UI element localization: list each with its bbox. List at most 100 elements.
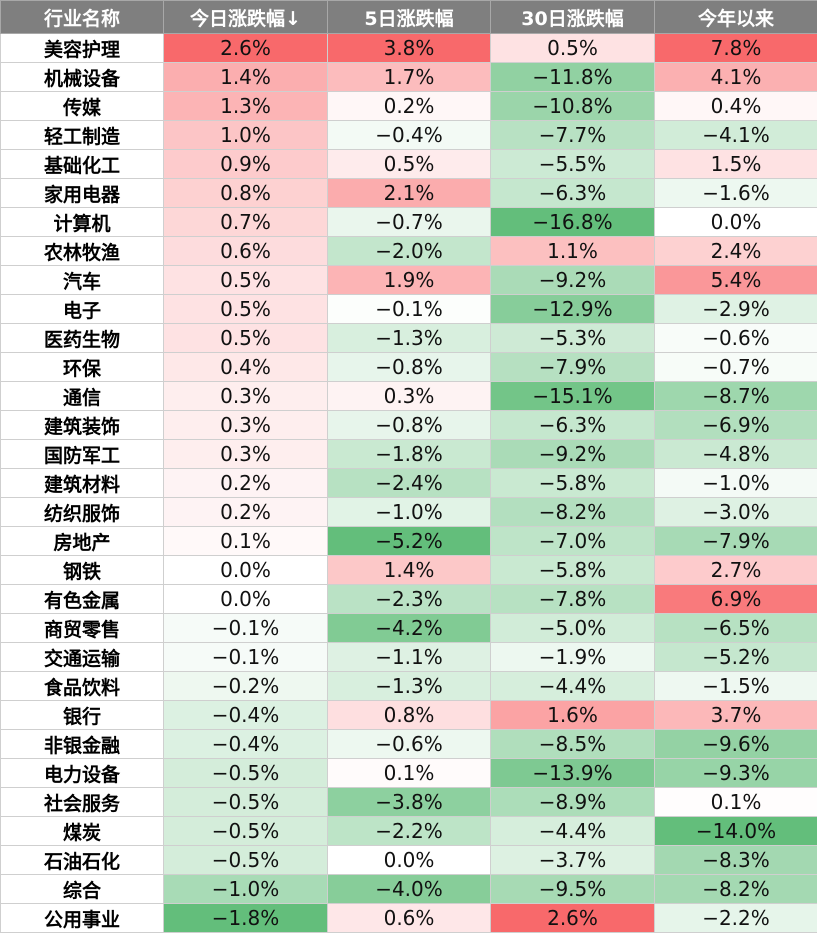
table-row: 食品饮料 −0.2% −1.3% −4.4% −1.5%: [0, 671, 817, 701]
table-row: 综合 −1.0% −4.0% −9.5% −8.2%: [0, 874, 817, 904]
ytd-change-cell: −4.8%: [654, 439, 817, 469]
today-change-cell: 1.4%: [163, 62, 328, 92]
today-change-cell: −0.5%: [163, 758, 328, 788]
change-5day-cell: 0.2%: [327, 91, 491, 121]
change-5day-cell: −0.6%: [327, 729, 491, 759]
header-30day-change[interactable]: 30日涨跌幅: [490, 0, 655, 34]
change-30day-cell: 2.6%: [490, 903, 655, 933]
change-30day-cell: −11.8%: [490, 62, 655, 92]
change-5day-cell: −2.3%: [327, 584, 491, 614]
change-30day-cell: −8.2%: [490, 497, 655, 527]
change-30day-cell: −3.7%: [490, 845, 655, 875]
industry-name-cell: 银行: [0, 700, 164, 730]
change-5day-cell: 0.3%: [327, 381, 491, 411]
today-change-cell: 0.5%: [163, 294, 328, 324]
ytd-change-cell: −1.0%: [654, 468, 817, 498]
industry-name-cell: 通信: [0, 381, 164, 411]
header-today-change[interactable]: 今日涨跌幅↓: [163, 0, 328, 34]
today-change-cell: 0.1%: [163, 526, 328, 556]
industry-name-cell: 钢铁: [0, 555, 164, 585]
industry-name-cell: 综合: [0, 874, 164, 904]
ytd-change-cell: −8.3%: [654, 845, 817, 875]
change-5day-cell: 1.7%: [327, 62, 491, 92]
table-row: 社会服务 −0.5% −3.8% −8.9% 0.1%: [0, 787, 817, 817]
industry-name-cell: 轻工制造: [0, 120, 164, 150]
today-change-cell: −1.8%: [163, 903, 328, 933]
ytd-change-cell: 7.8%: [654, 33, 817, 63]
change-5day-cell: −4.0%: [327, 874, 491, 904]
change-30day-cell: −15.1%: [490, 381, 655, 411]
today-change-cell: 0.0%: [163, 555, 328, 585]
today-change-cell: −0.4%: [163, 700, 328, 730]
change-30day-cell: −5.5%: [490, 149, 655, 179]
ytd-change-cell: −2.2%: [654, 903, 817, 933]
today-change-cell: 0.5%: [163, 323, 328, 353]
change-30day-cell: −6.3%: [490, 178, 655, 208]
today-change-cell: −0.1%: [163, 642, 328, 672]
change-30day-cell: −8.9%: [490, 787, 655, 817]
change-30day-cell: −8.5%: [490, 729, 655, 759]
industry-name-cell: 煤炭: [0, 816, 164, 846]
table-row: 房地产 0.1% −5.2% −7.0% −7.9%: [0, 526, 817, 556]
change-5day-cell: −1.3%: [327, 671, 491, 701]
table-row: 轻工制造 1.0% −0.4% −7.7% −4.1%: [0, 120, 817, 150]
change-5day-cell: 0.0%: [327, 845, 491, 875]
industry-name-cell: 有色金属: [0, 584, 164, 614]
header-5day-change[interactable]: 5日涨跌幅: [327, 0, 491, 34]
ytd-change-cell: −9.3%: [654, 758, 817, 788]
industry-name-cell: 交通运输: [0, 642, 164, 672]
table-row: 煤炭 −0.5% −2.2% −4.4% −14.0%: [0, 816, 817, 846]
today-change-cell: 0.9%: [163, 149, 328, 179]
change-5day-cell: −0.8%: [327, 352, 491, 382]
ytd-change-cell: 0.4%: [654, 91, 817, 121]
today-change-cell: −0.2%: [163, 671, 328, 701]
ytd-change-cell: 0.1%: [654, 787, 817, 817]
ytd-change-cell: 0.0%: [654, 207, 817, 237]
ytd-change-cell: −2.9%: [654, 294, 817, 324]
change-5day-cell: −1.8%: [327, 439, 491, 469]
table-row: 银行 −0.4% 0.8% 1.6% 3.7%: [0, 700, 817, 730]
industry-name-cell: 电子: [0, 294, 164, 324]
table-row: 环保 0.4% −0.8% −7.9% −0.7%: [0, 352, 817, 382]
industry-name-cell: 传媒: [0, 91, 164, 121]
change-5day-cell: −2.2%: [327, 816, 491, 846]
change-30day-cell: 1.6%: [490, 700, 655, 730]
industry-name-cell: 医药生物: [0, 323, 164, 353]
ytd-change-cell: −9.6%: [654, 729, 817, 759]
industry-name-cell: 农林牧渔: [0, 236, 164, 266]
table-body: 美容护理 2.6% 3.8% 0.5% 7.8% 机械设备 1.4% 1.7% −11.8% 4.…: [0, 33, 817, 933]
change-5day-cell: 3.8%: [327, 33, 491, 63]
ytd-change-cell: −1.6%: [654, 178, 817, 208]
ytd-change-cell: −1.5%: [654, 671, 817, 701]
change-5day-cell: 0.1%: [327, 758, 491, 788]
today-change-cell: 0.0%: [163, 584, 328, 614]
header-row: 行业名称 今日涨跌幅↓ 5日涨跌幅 30日涨跌幅 今年以来: [0, 0, 817, 34]
industry-name-cell: 社会服务: [0, 787, 164, 817]
header-ytd-change[interactable]: 今年以来: [654, 0, 817, 34]
today-change-cell: 0.3%: [163, 439, 328, 469]
table-row: 医药生物 0.5% −1.3% −5.3% −0.6%: [0, 323, 817, 353]
ytd-change-cell: 5.4%: [654, 265, 817, 295]
change-30day-cell: −9.5%: [490, 874, 655, 904]
ytd-change-cell: −8.2%: [654, 874, 817, 904]
today-change-cell: 0.6%: [163, 236, 328, 266]
change-30day-cell: −5.8%: [490, 468, 655, 498]
industry-name-cell: 商贸零售: [0, 613, 164, 643]
change-30day-cell: −16.8%: [490, 207, 655, 237]
ytd-change-cell: −6.9%: [654, 410, 817, 440]
change-30day-cell: −4.4%: [490, 816, 655, 846]
change-5day-cell: −4.2%: [327, 613, 491, 643]
table-row: 非银金融 −0.4% −0.6% −8.5% −9.6%: [0, 729, 817, 759]
table-row: 钢铁 0.0% 1.4% −5.8% 2.7%: [0, 555, 817, 585]
table-row: 交通运输 −0.1% −1.1% −1.9% −5.2%: [0, 642, 817, 672]
table-row: 国防军工 0.3% −1.8% −9.2% −4.8%: [0, 439, 817, 469]
change-30day-cell: −6.3%: [490, 410, 655, 440]
ytd-change-cell: −4.1%: [654, 120, 817, 150]
change-30day-cell: −5.0%: [490, 613, 655, 643]
industry-name-cell: 环保: [0, 352, 164, 382]
table-row: 纺织服饰 0.2% −1.0% −8.2% −3.0%: [0, 497, 817, 527]
change-30day-cell: 0.5%: [490, 33, 655, 63]
table-row: 农林牧渔 0.6% −2.0% 1.1% 2.4%: [0, 236, 817, 266]
industry-name-cell: 国防军工: [0, 439, 164, 469]
ytd-change-cell: −5.2%: [654, 642, 817, 672]
